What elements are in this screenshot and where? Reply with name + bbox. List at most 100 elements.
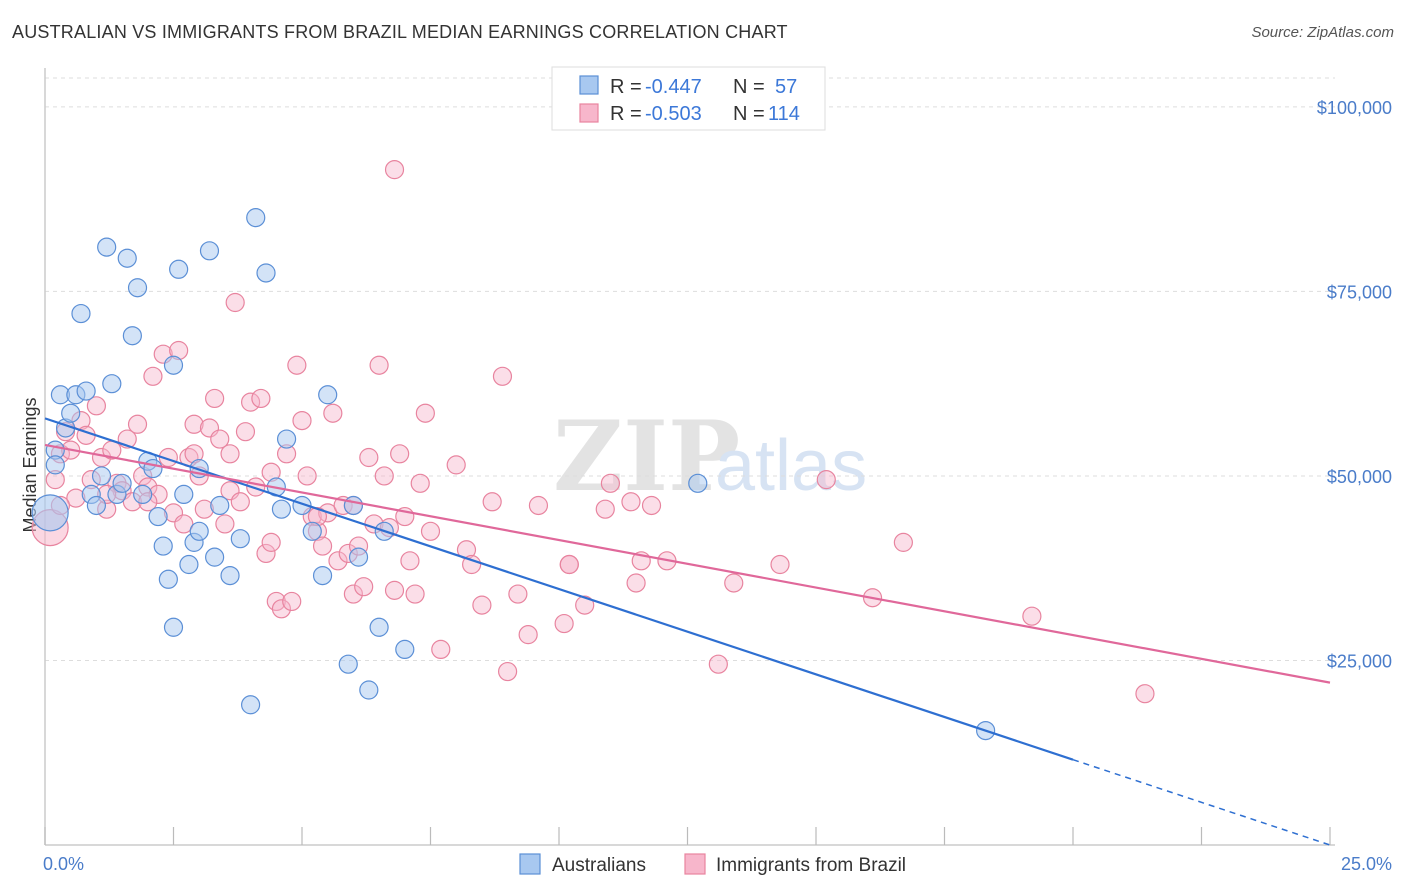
australians-point	[122, 326, 142, 346]
australians-point	[220, 565, 240, 586]
australians-point	[76, 381, 96, 401]
series-legend: Australians Immigrants from Brazil	[519, 853, 906, 876]
brazil-point	[431, 639, 451, 660]
australians-point	[318, 385, 338, 405]
australians-point	[97, 237, 117, 257]
y-tick-label: $25,000	[1327, 651, 1392, 671]
brazil-point	[559, 554, 579, 575]
australians-point	[169, 259, 189, 279]
legend-n-label-1: N =	[733, 76, 765, 98]
australians-point	[133, 484, 153, 505]
trend-australians-extrapolated	[1072, 758, 1331, 846]
australians-point	[179, 554, 199, 575]
australians-point	[45, 455, 65, 475]
australians-point	[302, 521, 322, 541]
brazil-point	[256, 543, 276, 564]
legend-r-value-1: -0.447	[645, 76, 702, 98]
y-tick-label: $100,000	[1317, 98, 1392, 118]
bottom-legend-australians: Australians	[552, 855, 646, 876]
brazil-point	[210, 429, 230, 449]
brazil-point	[297, 466, 317, 486]
brazil-point	[528, 495, 549, 516]
australians-point	[143, 458, 163, 479]
australians-point	[117, 248, 137, 268]
brazil-point	[462, 554, 482, 575]
y-axis-label: Median Earnings	[20, 397, 40, 532]
australians-point	[86, 495, 107, 516]
australians-point	[241, 695, 261, 715]
brazil-point	[410, 473, 430, 493]
australians-point	[348, 547, 369, 567]
brazil-point	[1022, 606, 1042, 626]
australians-point	[369, 617, 389, 637]
brazil-point	[230, 492, 250, 512]
gridlines	[45, 77, 1335, 661]
australians-point	[276, 429, 297, 449]
brazil-point	[323, 403, 343, 423]
series-australians-points	[31, 208, 996, 741]
australians-point	[163, 355, 184, 375]
australians-point	[61, 403, 81, 423]
brazil-point	[282, 591, 302, 612]
brazil-point	[626, 573, 646, 593]
legend-n-label-2: N =	[733, 103, 765, 125]
australians-point	[205, 547, 225, 567]
brazil-point	[446, 455, 466, 475]
legend-n-value-1: 57	[775, 76, 797, 98]
brazil-point	[271, 599, 292, 619]
brazil-point	[369, 355, 389, 375]
legend-r-label-2: R =	[610, 103, 642, 125]
australians-point	[343, 495, 363, 516]
axes	[44, 68, 1335, 846]
australians-point	[312, 565, 333, 586]
australians-point	[31, 494, 69, 532]
brazil-point	[554, 613, 574, 634]
watermark-atlas: atlas	[715, 426, 867, 506]
australians-point	[112, 473, 132, 493]
x-ticks	[44, 827, 1331, 845]
brazil-point	[143, 366, 163, 386]
legend-n-value-2: 114	[768, 103, 800, 125]
australians-point	[359, 680, 379, 700]
y-tick-label: $50,000	[1327, 467, 1392, 487]
brazil-point	[518, 625, 538, 645]
brazil-point	[312, 536, 333, 556]
brazil-point	[328, 551, 348, 571]
australians-point	[158, 569, 178, 589]
brazil-point	[708, 654, 728, 674]
x-tick-label-max: 25.0%	[1341, 854, 1392, 874]
brazil-point	[235, 422, 256, 442]
brazil-point	[770, 554, 790, 575]
brazil-point	[390, 444, 410, 464]
correlation-legend: R = -0.447 N = 57 R = -0.503 N = 114	[551, 66, 826, 131]
australians-point	[271, 499, 292, 519]
brazil-point	[343, 584, 363, 604]
brazil-point	[641, 495, 662, 516]
legend-r-label-1: R =	[610, 76, 642, 98]
australians-point	[71, 303, 91, 324]
chart-title: AUSTRALIAN VS IMMIGRANTS FROM BRAZIL MED…	[12, 22, 788, 42]
australians-point	[189, 521, 209, 541]
australians-point	[210, 495, 230, 516]
bottom-legend-swatch-brazil	[684, 853, 706, 875]
brazil-point	[384, 160, 405, 180]
australians-point	[174, 484, 194, 505]
brazil-point	[816, 470, 836, 490]
brazil-point	[600, 473, 621, 493]
brazil-point	[472, 595, 492, 615]
brazil-point	[174, 514, 194, 534]
brazil-point	[225, 292, 245, 313]
brazil-point	[241, 392, 261, 412]
bottom-legend-swatch-australians	[519, 853, 541, 875]
brazil-point	[292, 410, 312, 431]
brazil-point	[205, 388, 225, 409]
brazil-point	[595, 499, 615, 519]
brazil-point	[1135, 684, 1155, 704]
brazil-point	[215, 514, 235, 534]
watermark-zip: ZIP	[553, 400, 740, 513]
brazil-point	[498, 661, 518, 682]
brazil-point	[261, 532, 281, 552]
x-tick-label-min: 0.0%	[43, 854, 84, 874]
australians-point	[163, 617, 184, 637]
